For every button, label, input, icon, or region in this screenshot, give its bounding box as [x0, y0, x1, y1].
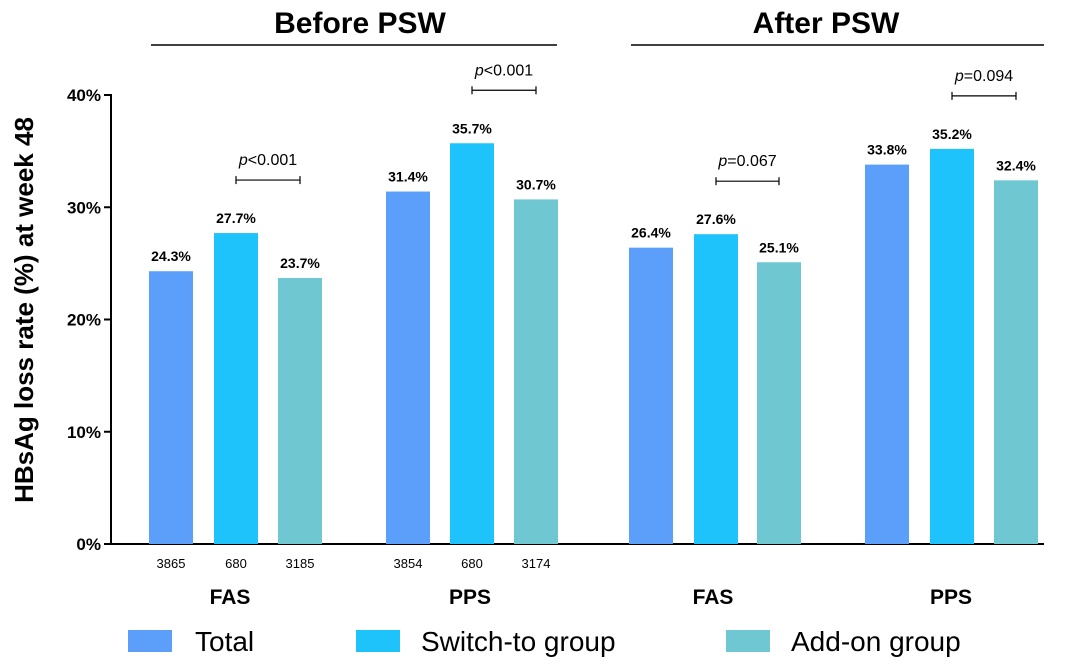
legend-label: Add-on group: [791, 626, 961, 657]
p-value-label: p=0.094: [954, 68, 1013, 85]
bar-switch-to-group: [930, 148, 974, 544]
axis-layer: 0% 10% 20% 30% 40% HBsAg loss rate (%) at wee…: [9, 44, 1044, 554]
legend-label: Total: [195, 626, 254, 657]
legend-swatch: [356, 630, 400, 652]
bar-total: [629, 247, 673, 544]
p-value-symbol: p: [238, 152, 248, 169]
p-value-label: p<0.001: [238, 152, 297, 169]
y-axis-title: HBsAg loss rate (%) at week 48: [9, 117, 39, 503]
bar-switch-to-group: [694, 234, 738, 544]
p-value-text: <0.001: [484, 62, 533, 79]
bar-value-label: 27.7%: [216, 210, 256, 226]
group-label: PPS: [449, 586, 491, 609]
p-value-label: p=0.067: [717, 153, 776, 170]
p-value-text: <0.001: [248, 152, 297, 169]
bar-add-on-group: [278, 277, 322, 544]
sample-size-label: 3865: [157, 556, 186, 571]
legend-label: Switch-to group: [421, 626, 616, 657]
p-value-text: =0.094: [964, 68, 1013, 85]
bar-value-label: 32.4%: [996, 157, 1036, 173]
p-value-symbol: p: [717, 153, 727, 170]
y-tick-label: 30%: [67, 198, 101, 217]
bars-layer: [149, 143, 1038, 544]
sample-size-label: 3185: [286, 556, 315, 571]
sample-size-label: 680: [225, 556, 247, 571]
bar-value-label: 25.1%: [759, 239, 799, 255]
group-label: PPS: [930, 586, 972, 609]
bar-value-label: 30.7%: [516, 176, 556, 192]
bar-switch-to-group: [450, 143, 494, 544]
sample-size-label: 680: [461, 556, 483, 571]
bar-value-label: 35.2%: [932, 126, 972, 142]
bar-value-label: 27.6%: [696, 211, 736, 227]
bar-value-label: 35.7%: [452, 120, 492, 136]
p-value-symbol: p: [474, 62, 484, 79]
labels-layer: Before PSW 24.3% 3865 27.7% 680 23.7% 3185 FAS p…: [151, 7, 1036, 609]
group-label: FAS: [210, 586, 251, 609]
y-tick-label: 20%: [67, 311, 101, 330]
bar-value-label: 24.3%: [151, 248, 191, 264]
p-value-text: =0.067: [727, 153, 776, 170]
bar-add-on-group: [514, 199, 558, 544]
legend-swatch: [128, 630, 172, 652]
panel-title: Before PSW: [274, 7, 446, 40]
y-tick-label: 40%: [67, 86, 101, 105]
bar-add-on-group: [757, 262, 801, 544]
bar-value-label: 26.4%: [631, 225, 671, 241]
y-tick-label: 0%: [76, 535, 101, 554]
bar-total: [865, 164, 909, 544]
p-value-symbol: p: [954, 68, 964, 85]
bar-total: [386, 191, 430, 544]
legend-swatch: [726, 630, 770, 652]
bar-total: [149, 271, 193, 544]
y-tick-label: 10%: [67, 423, 101, 442]
p-value-label: p<0.001: [474, 62, 533, 79]
sample-size-label: 3854: [394, 556, 423, 571]
group-label: FAS: [693, 586, 734, 609]
bar-add-on-group: [994, 180, 1038, 544]
bar-switch-to-group: [214, 233, 258, 544]
bar-value-label: 31.4%: [388, 169, 428, 185]
bar-value-label: 33.8%: [867, 142, 907, 158]
bar-value-label: 23.7%: [280, 255, 320, 271]
legend: Total Switch-to group Add-on group: [128, 626, 961, 657]
sample-size-label: 3174: [522, 556, 551, 571]
panel-title: After PSW: [753, 7, 900, 40]
